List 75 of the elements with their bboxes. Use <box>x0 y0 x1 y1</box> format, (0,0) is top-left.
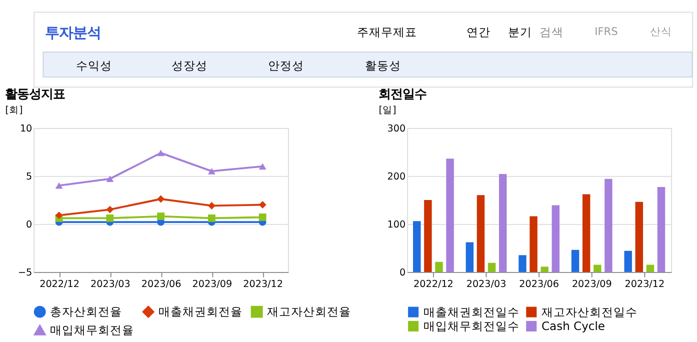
text: 검색 <box>539 24 564 39</box>
bar <box>635 202 644 272</box>
bar <box>424 200 432 272</box>
y-tick-label: 0 <box>400 267 406 278</box>
bar <box>540 266 548 272</box>
bar <box>488 262 496 272</box>
text: 연간 <box>466 24 490 39</box>
point <box>157 195 165 203</box>
bar <box>435 262 443 272</box>
y-tick-label: −5 <box>18 267 32 278</box>
text: 분기 <box>508 24 532 39</box>
text: IFRS <box>594 26 618 38</box>
text: 안정성 <box>268 58 304 72</box>
text: 주재무제표 <box>356 24 417 39</box>
legend-label: 매출채권회전율 <box>158 304 242 319</box>
bar <box>657 187 666 272</box>
text: 산식 <box>650 26 672 38</box>
x-tick-label: 2023/03 <box>466 278 506 290</box>
point <box>258 214 266 221</box>
point <box>258 163 266 170</box>
bar <box>552 205 560 272</box>
legend-label: 총자산회전율 <box>50 304 122 319</box>
x-tick-label: 2023/09 <box>572 278 612 290</box>
point <box>106 214 114 222</box>
chart-title: 활동성지표 <box>4 87 65 102</box>
bar <box>476 195 485 272</box>
point <box>208 168 216 174</box>
bar <box>498 174 507 272</box>
legend-label: 재고자산회전율 <box>266 304 351 319</box>
y-axis-title: [일] <box>378 105 396 116</box>
bar <box>466 242 474 272</box>
text: 성장성 <box>172 58 208 72</box>
bar <box>624 250 632 272</box>
x-tick-label: 2023/06 <box>141 278 182 290</box>
y-axis-title: [회] <box>5 105 23 116</box>
chart-title: 회전일수 <box>378 87 426 102</box>
x-tick-label: 2022/12 <box>414 278 454 290</box>
point <box>55 212 63 220</box>
bar <box>530 216 538 272</box>
legend-label: Cash Cycle <box>541 319 605 334</box>
bar <box>518 255 526 272</box>
bar <box>646 264 654 272</box>
legend-label: 매입채무회전율 <box>50 322 134 337</box>
y-tick-label: 300 <box>387 123 406 134</box>
x-tick-label: 2022/12 <box>40 278 80 290</box>
y-tick-label: 10 <box>20 123 32 134</box>
y-tick-label: 0 <box>26 219 32 230</box>
text: 매출채권회전일수 <box>423 304 520 319</box>
point <box>157 212 165 220</box>
x-tick-label: 2023/09 <box>192 278 232 290</box>
x-tick-label: 2023/06 <box>519 278 559 290</box>
point <box>106 176 114 182</box>
point <box>55 182 63 189</box>
bar <box>413 221 421 272</box>
y-tick-label: 200 <box>387 171 406 182</box>
x-tick-label: 2023/03 <box>90 278 130 290</box>
text: 활동성 <box>365 58 402 72</box>
point <box>106 206 114 214</box>
y-tick-label: 100 <box>387 219 406 230</box>
bar <box>446 158 454 272</box>
legend-label: 재고자산회전일수 <box>541 304 638 319</box>
bar <box>582 194 590 272</box>
bar <box>604 178 612 272</box>
text: 투자분석 <box>44 26 101 42</box>
bar <box>594 264 602 272</box>
x-tick-label: 2023/12 <box>243 278 283 290</box>
y-tick-label: 5 <box>26 171 32 182</box>
point <box>258 201 266 208</box>
point <box>208 202 216 210</box>
text: 수익성 <box>76 58 112 72</box>
legend-label: 매입채무회전일수 <box>423 319 520 334</box>
point <box>208 214 216 222</box>
point <box>157 150 165 156</box>
x-tick-label: 2023/12 <box>624 278 665 290</box>
bar <box>571 250 580 272</box>
